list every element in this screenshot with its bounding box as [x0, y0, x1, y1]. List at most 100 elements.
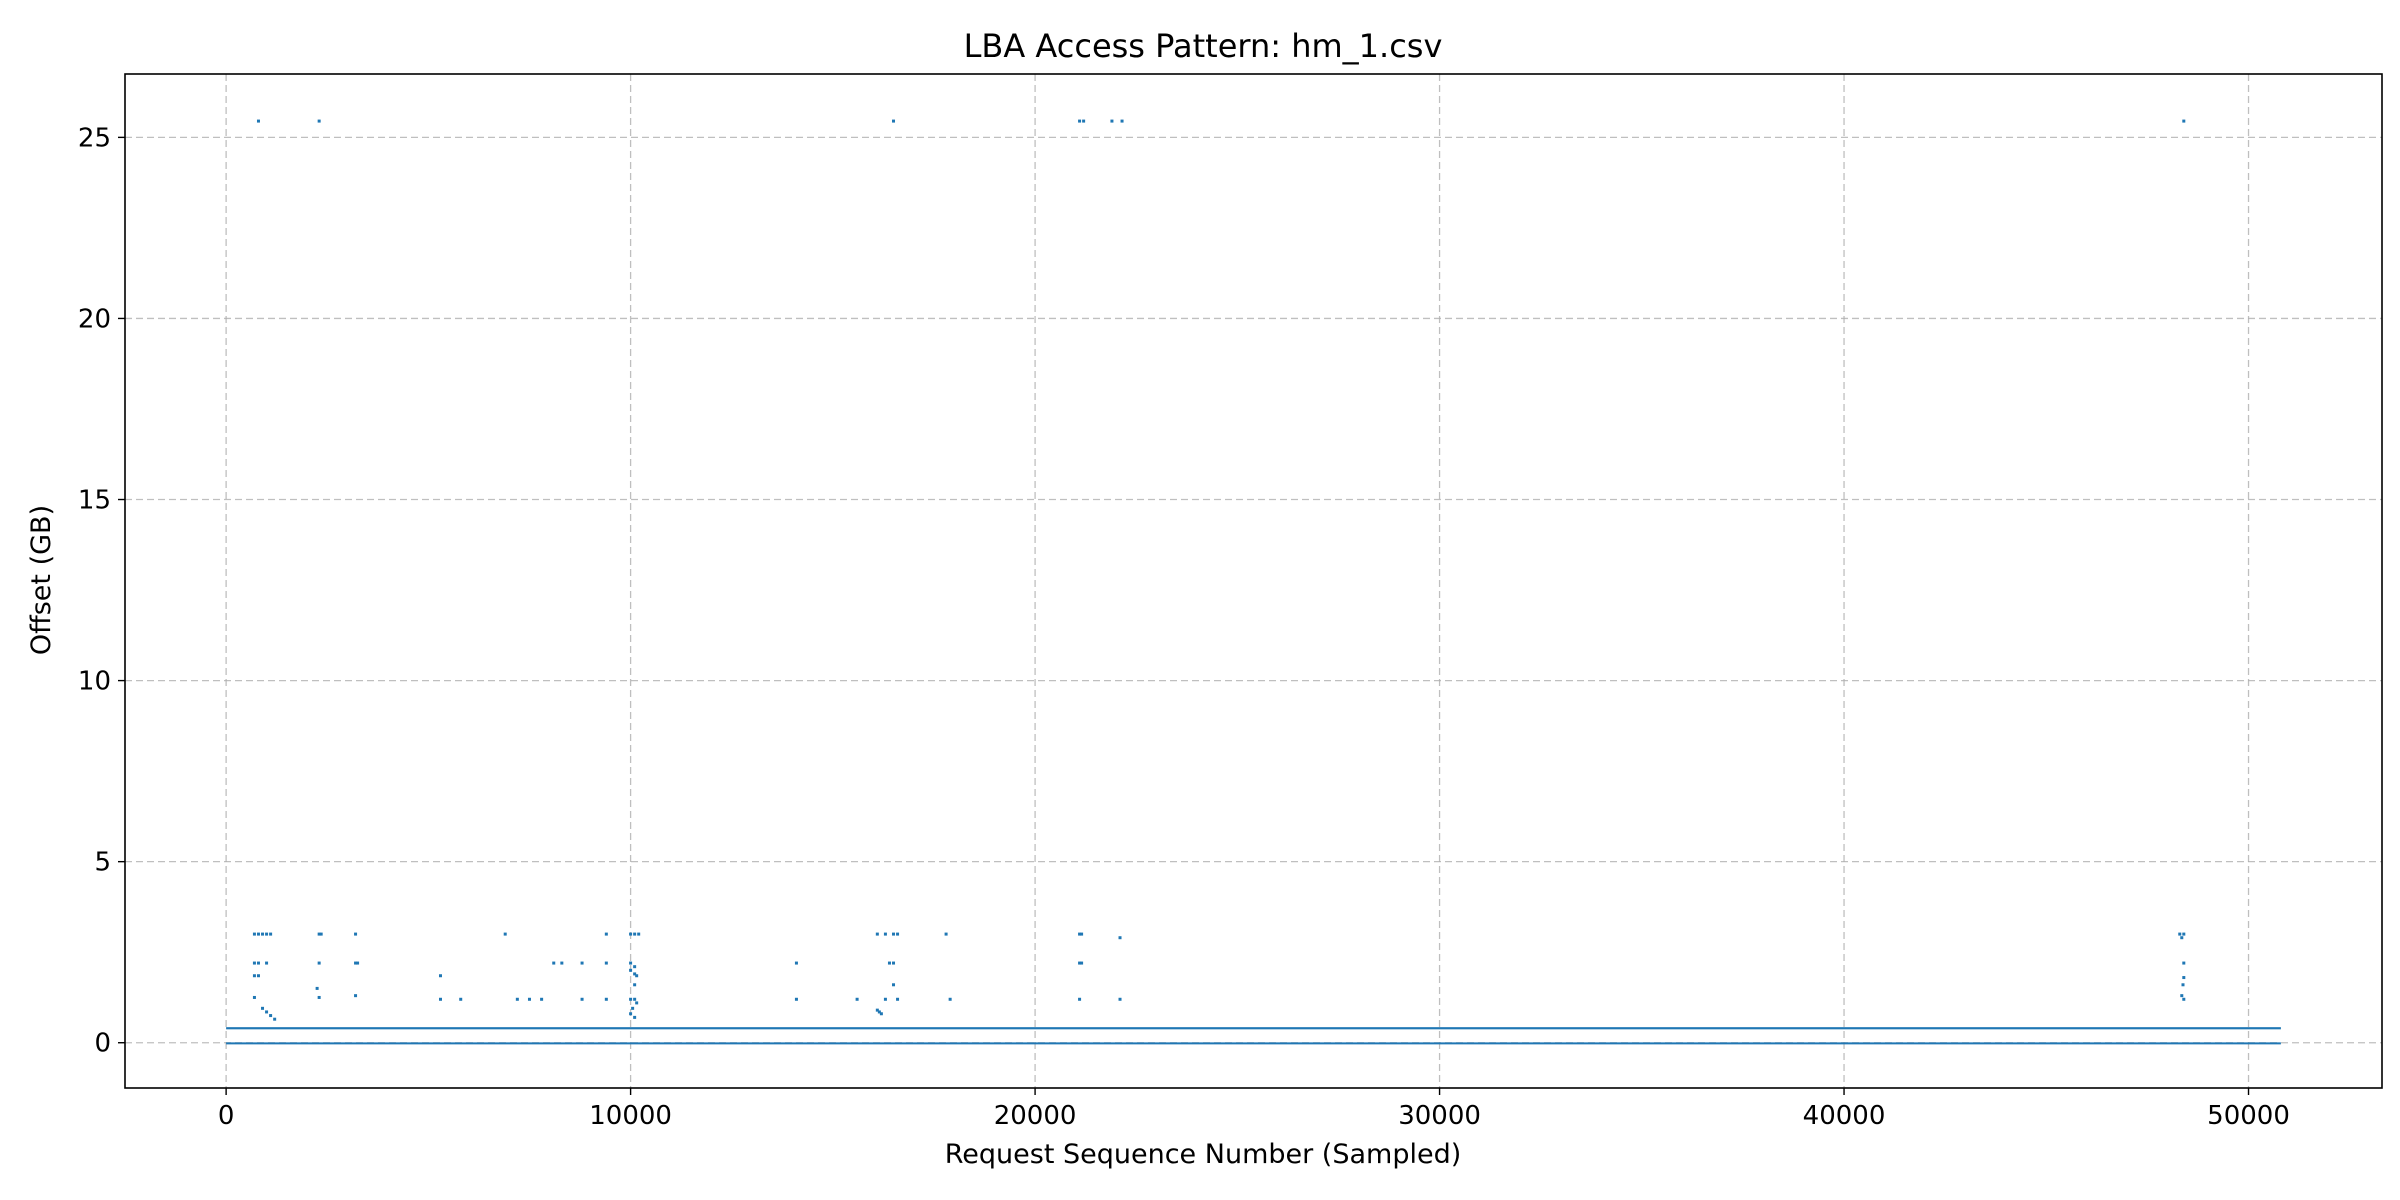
data-point: [317, 932, 321, 936]
data-point: [256, 932, 260, 936]
data-point: [1080, 932, 1084, 936]
data-point: [356, 961, 360, 965]
data-point: [2182, 976, 2186, 980]
data-point: [877, 1010, 881, 1014]
data-point: [2180, 994, 2184, 998]
plot-area: [226, 119, 2281, 1045]
data-point: [580, 997, 584, 1001]
data-point: [896, 997, 900, 1001]
data-point: [633, 983, 637, 987]
data-point: [261, 932, 265, 936]
data-point: [317, 119, 321, 123]
y-axis-label: Offset (GB): [26, 505, 57, 655]
data-point: [948, 997, 952, 1001]
data-point: [629, 961, 633, 965]
data-point: [633, 972, 637, 976]
data-point: [580, 961, 584, 965]
data-point: [2182, 961, 2186, 965]
data-point: [1080, 961, 1084, 965]
data-point: [633, 1015, 637, 1019]
data-point: [265, 1010, 269, 1014]
data-point: [604, 997, 608, 1001]
data-point: [256, 119, 260, 123]
data-point: [252, 961, 256, 965]
data-point: [892, 119, 896, 123]
data-point: [1110, 119, 1114, 123]
data-point: [794, 997, 798, 1001]
data-point: [2182, 119, 2186, 123]
data-point: [892, 932, 896, 936]
data-point: [354, 994, 358, 998]
data-point: [269, 1014, 273, 1018]
data-point: [2180, 936, 2184, 940]
data-point: [2182, 997, 2186, 1001]
data-point: [315, 986, 319, 990]
data-point: [883, 932, 887, 936]
data-point: [256, 974, 260, 978]
data-point: [252, 974, 256, 978]
data-point: [879, 1012, 883, 1016]
data-point: [633, 932, 637, 936]
data-point: [269, 932, 273, 936]
data-point: [1078, 932, 1082, 936]
data-point: [875, 932, 879, 936]
data-point: [635, 974, 639, 978]
data-point: [635, 1001, 639, 1005]
data-point: [252, 932, 256, 936]
y-tick-label: 5: [94, 848, 111, 878]
data-point: [1118, 997, 1122, 1001]
chart-title: LBA Access Pattern: hm_1.csv: [964, 27, 1443, 65]
data-point: [1078, 997, 1082, 1001]
data-point: [944, 932, 948, 936]
data-point: [629, 932, 633, 936]
data-point: [273, 1017, 277, 1021]
axes: [118, 73, 2383, 1095]
data-point: [1078, 961, 1082, 965]
data-point: [633, 965, 637, 969]
y-tick-label: 0: [94, 1029, 111, 1059]
y-tick-label: 20: [78, 304, 111, 334]
data-point: [629, 968, 633, 972]
data-point: [2182, 932, 2186, 936]
data-point: [604, 961, 608, 965]
data-point: [515, 997, 519, 1001]
data-band: [226, 1027, 2281, 1030]
data-point: [503, 932, 507, 936]
data-point: [552, 961, 556, 965]
data-point: [354, 932, 358, 936]
data-point: [459, 997, 463, 1001]
x-axis-label: Request Sequence Number (Sampled): [945, 1139, 1462, 1170]
data-point: [317, 995, 321, 999]
data-band: [226, 1042, 2281, 1045]
tick-labels: 0 10000 20000 30000 40000 50000 0 5 10 15 20 25: [78, 123, 2290, 1131]
axes-frame: [124, 73, 2383, 1089]
data-point: [637, 932, 641, 936]
data-point: [892, 983, 896, 987]
data-point: [256, 961, 260, 965]
data-point: [855, 997, 859, 1001]
data-point: [887, 961, 891, 965]
x-tick-label: 20000: [994, 1101, 1077, 1131]
data-point: [1120, 119, 1124, 123]
data-point: [633, 997, 637, 1001]
x-tick-label: 10000: [589, 1101, 672, 1131]
data-point: [319, 932, 323, 936]
data-point: [892, 961, 896, 965]
data-point: [317, 961, 321, 965]
data-point: [629, 997, 633, 1001]
data-point: [252, 995, 256, 999]
y-tick-label: 15: [78, 486, 111, 516]
data-point: [540, 997, 544, 1001]
data-point: [2178, 932, 2182, 936]
data-point: [438, 997, 442, 1001]
data-point: [2181, 983, 2185, 987]
data-point: [527, 997, 531, 1001]
data-point: [560, 961, 564, 965]
data-point: [896, 932, 900, 936]
data-point: [261, 1006, 265, 1010]
data-point: [629, 1012, 633, 1016]
x-tick-label: 50000: [2207, 1101, 2290, 1131]
data-point: [265, 961, 269, 965]
